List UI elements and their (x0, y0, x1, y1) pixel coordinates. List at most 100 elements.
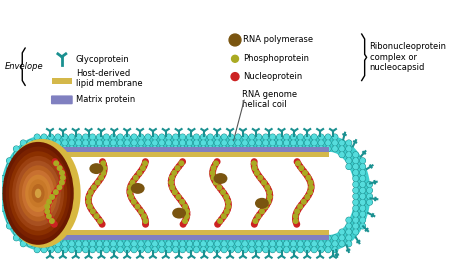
Circle shape (166, 135, 171, 139)
Circle shape (60, 180, 64, 185)
Circle shape (137, 207, 143, 213)
Circle shape (201, 135, 206, 139)
Circle shape (271, 141, 275, 145)
Circle shape (173, 235, 178, 240)
Circle shape (56, 141, 60, 145)
Circle shape (291, 147, 296, 151)
Circle shape (284, 242, 289, 246)
Circle shape (305, 195, 310, 199)
Circle shape (284, 235, 289, 240)
Circle shape (14, 164, 19, 169)
Circle shape (70, 236, 74, 240)
Circle shape (125, 140, 130, 146)
Circle shape (184, 212, 190, 217)
Circle shape (171, 171, 176, 177)
Circle shape (187, 146, 192, 152)
Circle shape (97, 134, 102, 140)
Circle shape (48, 140, 54, 146)
Circle shape (294, 159, 300, 164)
Circle shape (35, 241, 40, 247)
Circle shape (266, 188, 272, 193)
Circle shape (118, 247, 123, 252)
Circle shape (7, 206, 11, 210)
Circle shape (346, 236, 351, 240)
Circle shape (166, 248, 171, 252)
Circle shape (319, 134, 324, 140)
Circle shape (180, 134, 185, 140)
Circle shape (242, 241, 247, 247)
Circle shape (152, 241, 157, 247)
Circle shape (354, 194, 358, 198)
Circle shape (173, 242, 178, 246)
Circle shape (166, 147, 171, 151)
Ellipse shape (16, 161, 61, 226)
Circle shape (7, 159, 11, 163)
Circle shape (208, 235, 213, 240)
Circle shape (265, 185, 271, 191)
Circle shape (201, 241, 206, 247)
Circle shape (263, 247, 268, 252)
Circle shape (90, 247, 95, 252)
Circle shape (87, 202, 92, 208)
Circle shape (309, 185, 314, 191)
Circle shape (360, 188, 365, 193)
Circle shape (332, 241, 337, 247)
Circle shape (194, 134, 199, 140)
Circle shape (153, 147, 157, 151)
Circle shape (152, 235, 157, 240)
Circle shape (187, 141, 191, 145)
Circle shape (56, 236, 60, 240)
Circle shape (249, 241, 255, 247)
Circle shape (0, 176, 5, 181)
Circle shape (262, 180, 266, 185)
Circle shape (249, 235, 255, 240)
Circle shape (306, 176, 310, 180)
Circle shape (211, 176, 217, 181)
Circle shape (86, 200, 91, 204)
Circle shape (194, 235, 199, 240)
Circle shape (130, 197, 136, 203)
Circle shape (57, 166, 63, 172)
Circle shape (301, 200, 306, 204)
Circle shape (90, 241, 95, 247)
Circle shape (250, 248, 254, 252)
Circle shape (270, 140, 275, 146)
Circle shape (35, 140, 40, 146)
Circle shape (235, 146, 241, 152)
Circle shape (263, 241, 268, 247)
Circle shape (340, 141, 344, 145)
Circle shape (27, 241, 33, 247)
Circle shape (250, 236, 254, 240)
Circle shape (76, 135, 81, 139)
Circle shape (41, 134, 47, 140)
Circle shape (291, 248, 296, 252)
Circle shape (14, 159, 18, 163)
Circle shape (57, 166, 62, 171)
Circle shape (187, 247, 192, 252)
Circle shape (118, 242, 122, 246)
Circle shape (332, 247, 337, 252)
Circle shape (138, 140, 144, 146)
Circle shape (101, 171, 106, 175)
Circle shape (353, 176, 358, 181)
Circle shape (308, 188, 313, 193)
Circle shape (228, 235, 234, 240)
Circle shape (21, 147, 26, 151)
FancyBboxPatch shape (42, 136, 329, 251)
Circle shape (184, 214, 190, 220)
Circle shape (173, 247, 178, 252)
Circle shape (194, 236, 199, 240)
Circle shape (145, 140, 151, 146)
Circle shape (211, 164, 217, 169)
Circle shape (225, 209, 229, 214)
Circle shape (214, 181, 219, 186)
Circle shape (97, 141, 101, 145)
Circle shape (20, 229, 26, 235)
Circle shape (194, 241, 199, 247)
Circle shape (14, 223, 19, 229)
Circle shape (7, 212, 11, 216)
Circle shape (319, 236, 323, 240)
Circle shape (0, 194, 5, 198)
Circle shape (94, 214, 100, 220)
Circle shape (224, 195, 228, 199)
